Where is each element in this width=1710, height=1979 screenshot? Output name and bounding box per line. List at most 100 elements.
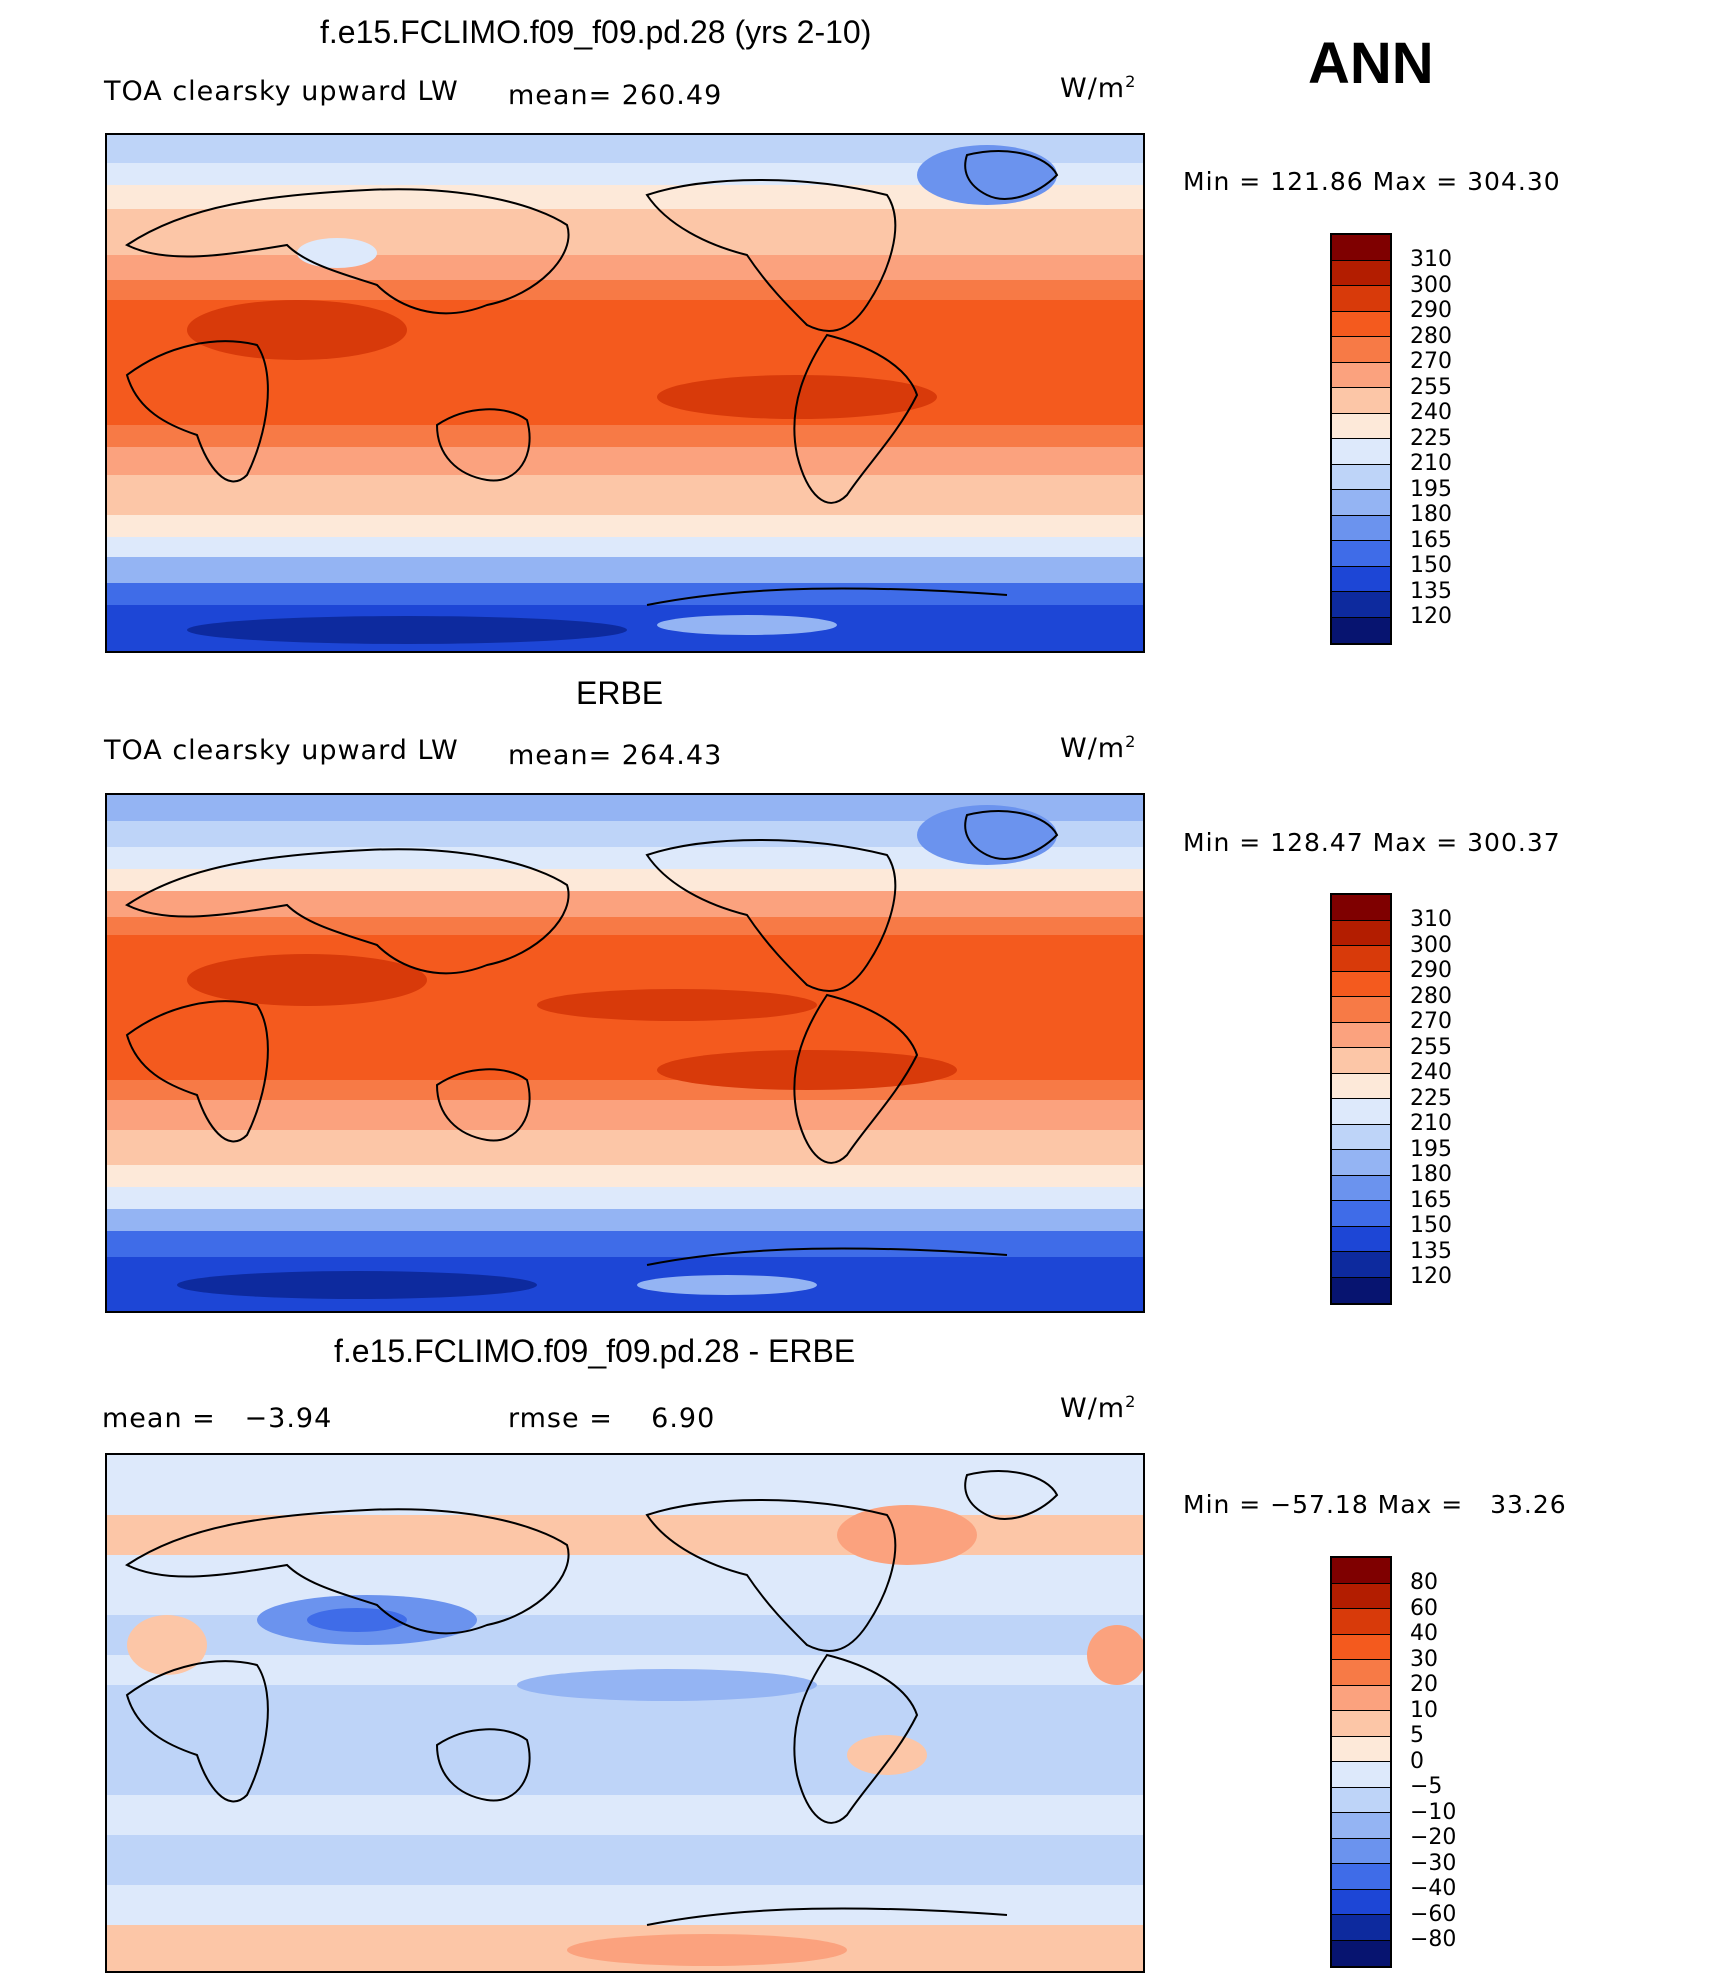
colorbar-label: 40 [1410, 1621, 1438, 1646]
colorbar-swatch [1332, 1175, 1390, 1201]
panel3-mean: mean = −3.94 [102, 1403, 333, 1434]
colorbar-label: 165 [1410, 527, 1452, 553]
colorbar-label: 255 [1410, 1034, 1452, 1060]
colorbar-label: 120 [1410, 1264, 1452, 1289]
colorbar-swatch [1332, 362, 1390, 388]
colorbar-label: 240 [1410, 400, 1452, 425]
colorbar-label: 280 [1410, 323, 1452, 349]
panel2-minmax: Min = 128.47 Max = 300.37 [1183, 828, 1561, 857]
colorbar-swatch [1332, 413, 1390, 439]
panel1-variable: TOA clearsky upward LW [104, 76, 459, 107]
colorbar-swatch [1332, 1660, 1390, 1686]
panel1-colorbar-labels: 310 300 290 280 270 255 240 225 210 195 … [1410, 247, 1452, 630]
colorbar-label: −30 [1410, 1850, 1457, 1876]
panel2-map [105, 793, 1145, 1313]
colorbar-label: −80 [1410, 1927, 1457, 1952]
colorbar-label: 270 [1410, 1009, 1452, 1034]
colorbar-label: 280 [1410, 983, 1452, 1009]
colorbar-label: 210 [1410, 1111, 1452, 1136]
season-label: ANN [1308, 31, 1434, 96]
colorbar-swatch [1332, 1099, 1390, 1125]
colorbar-label: 270 [1410, 349, 1452, 374]
colorbar-label: −20 [1410, 1825, 1457, 1850]
colorbar-swatch [1332, 1124, 1390, 1150]
colorbar-swatch [1332, 1762, 1390, 1788]
colorbar-label: 165 [1410, 1187, 1452, 1213]
colorbar-swatch [1332, 1915, 1390, 1941]
colorbar-label: 310 [1410, 907, 1452, 932]
colorbar-swatch [1332, 1940, 1390, 1966]
colorbar-swatch [1332, 235, 1390, 261]
colorbar-swatch [1332, 541, 1390, 567]
colorbar-swatch [1332, 1838, 1390, 1864]
colorbar-label: −5 [1410, 1774, 1443, 1799]
panel2-variable: TOA clearsky upward LW [104, 735, 459, 766]
panel3-minmax: Min = −57.18 Max = 33.26 [1183, 1490, 1567, 1519]
colorbar-swatch [1332, 1226, 1390, 1252]
colorbar-label: 195 [1410, 476, 1452, 502]
colorbar-swatch [1332, 1634, 1390, 1660]
colorbar-swatch [1332, 1201, 1390, 1227]
colorbar-label: 195 [1410, 1136, 1452, 1162]
colorbar-swatch [1332, 1022, 1390, 1048]
colorbar-swatch [1332, 617, 1390, 643]
colorbar-label: 60 [1410, 1595, 1438, 1621]
colorbar-label: 20 [1410, 1672, 1438, 1697]
colorbar-label: 290 [1410, 958, 1452, 983]
panel2-colorbar [1330, 893, 1392, 1305]
colorbar-label: 180 [1410, 1162, 1452, 1187]
colorbar-label: 255 [1410, 374, 1452, 400]
colorbar-swatch [1332, 1711, 1390, 1737]
panel1-minmax: Min = 121.86 Max = 304.30 [1183, 167, 1561, 196]
colorbar-swatch [1332, 1787, 1390, 1813]
panel3-title: f.e15.FCLIMO.f09_f09.pd.28 - ERBE [334, 1333, 856, 1369]
colorbar-swatch [1332, 1889, 1390, 1915]
panel1-map [105, 133, 1145, 653]
panel3-map [105, 1453, 1145, 1973]
colorbar-swatch [1332, 971, 1390, 997]
colorbar-label: 150 [1410, 553, 1452, 578]
panel2-colorbar-labels: 310 300 290 280 270 255 240 225 210 195 … [1410, 907, 1452, 1290]
colorbar-label: 120 [1410, 604, 1452, 629]
colorbar-swatch [1332, 1073, 1390, 1099]
colorbar-swatch [1332, 1252, 1390, 1278]
colorbar-label: 300 [1410, 932, 1452, 958]
colorbar-swatch [1332, 1864, 1390, 1890]
panel3-units: W/m2 [1060, 1392, 1137, 1424]
panel2-title: ERBE [576, 675, 664, 711]
colorbar-swatch [1332, 1685, 1390, 1711]
colorbar-label: 225 [1410, 1085, 1452, 1111]
colorbar-label: 300 [1410, 272, 1452, 298]
colorbar-swatch [1332, 1736, 1390, 1762]
colorbar-label: 210 [1410, 451, 1452, 476]
colorbar-label: −60 [1410, 1901, 1457, 1927]
colorbar-label: −40 [1410, 1876, 1457, 1901]
panel1-mean: mean= 260.49 [508, 80, 723, 111]
colorbar-swatch [1332, 1150, 1390, 1176]
colorbar-label: 80 [1410, 1570, 1438, 1595]
colorbar-label: 5 [1410, 1723, 1424, 1748]
colorbar-swatch [1332, 1813, 1390, 1839]
colorbar-swatch [1332, 920, 1390, 946]
colorbar-swatch [1332, 388, 1390, 414]
panel3-rmse: rmse = 6.90 [508, 1403, 716, 1434]
panel2-units: W/m2 [1060, 732, 1137, 764]
panel1-title: f.e15.FCLIMO.f09_f09.pd.28 (yrs 2-10) [320, 14, 872, 50]
colorbar-label: 150 [1410, 1213, 1452, 1238]
colorbar-label: 10 [1410, 1697, 1438, 1723]
panel1-units: W/m2 [1060, 72, 1137, 104]
colorbar-label: 135 [1410, 578, 1452, 604]
colorbar-label: 290 [1410, 298, 1452, 323]
colorbar-swatch [1332, 946, 1390, 972]
colorbar-swatch [1332, 997, 1390, 1023]
colorbar-label: 240 [1410, 1060, 1452, 1085]
colorbar-label: 225 [1410, 425, 1452, 451]
colorbar-swatch [1332, 515, 1390, 541]
colorbar-swatch [1332, 895, 1390, 921]
colorbar-swatch [1332, 260, 1390, 286]
colorbar-swatch [1332, 566, 1390, 592]
colorbar-label: 180 [1410, 502, 1452, 527]
colorbar-swatch [1332, 1583, 1390, 1609]
panel3-colorbar-labels: 80 60 40 30 20 10 5 0 −5 −10 −20 −30 −40… [1410, 1570, 1456, 1953]
colorbar-label: 135 [1410, 1238, 1452, 1264]
